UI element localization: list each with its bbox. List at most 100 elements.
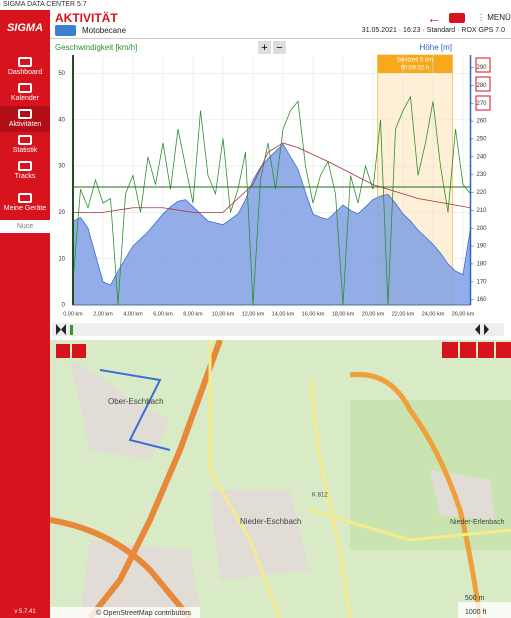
x-tick-label: 12,00 km [242, 311, 265, 317]
nav-icon [18, 161, 32, 171]
x-tick-label: 0,00 km [63, 311, 83, 317]
map-tool[interactable] [460, 342, 476, 358]
nav-item[interactable]: Meine Geräte [0, 190, 50, 216]
range-slider[interactable] [52, 323, 504, 336]
speed-line [72, 95, 471, 306]
y2-tick-label: 290 [477, 65, 488, 71]
x-tick-label: 4,00 km [123, 311, 143, 317]
map-tool[interactable] [496, 342, 511, 358]
y-tick-label: 10 [58, 256, 65, 262]
main-road [349, 371, 483, 618]
nav-item[interactable]: Tracks [0, 158, 50, 184]
nav-label: Aktivitäten [8, 121, 42, 128]
place-label: Ober-Eschbach [108, 397, 164, 406]
nav-item[interactable]: Kalender [0, 80, 50, 106]
map-zoom-out[interactable] [72, 344, 86, 358]
place-label: Nieder-Erlenbach [450, 519, 505, 526]
slider-handle[interactable] [56, 324, 66, 335]
nav-item[interactable]: Dashboard [0, 54, 50, 80]
page-title: AKTIVITÄT [55, 11, 118, 25]
bike-icon [55, 25, 76, 36]
elevation-area [72, 143, 471, 306]
divider [50, 38, 511, 39]
x-tick-label: 20,00 km [362, 311, 385, 317]
x-tick-label: 10,00 km [212, 311, 235, 317]
scale-label: 1000 ft [465, 609, 486, 616]
road-label: K 812 [312, 493, 328, 499]
nav-label: Statistik [12, 147, 38, 154]
zoom-in[interactable] [258, 41, 271, 54]
y2-tick-label: 280 [477, 83, 488, 89]
y-tick-label: 20 [58, 210, 65, 216]
scale-bar [458, 602, 511, 618]
tool-button[interactable] [475, 57, 491, 73]
attribution: © OpenStreetMap contributors [96, 609, 192, 617]
menu-label: MENÜ [487, 13, 511, 22]
tool-button[interactable] [475, 95, 491, 111]
slider-cursor[interactable] [70, 325, 73, 335]
y2-tick-label: 270 [477, 101, 488, 107]
nav-item[interactable]: Aktivitäten [0, 106, 50, 132]
x-tick-label: 24,00 km [422, 311, 445, 317]
y-tick-label: 40 [58, 117, 65, 123]
road [208, 340, 511, 618]
x-tick-label: 22,00 km [392, 311, 415, 317]
nav-label: Kalender [10, 95, 40, 102]
y2-tick-label: 210 [477, 208, 488, 214]
y-axis-label[interactable]: Geschwindigkeit [km/h] [55, 43, 137, 52]
nav-label: Tracks [14, 173, 36, 180]
slider-handle[interactable] [475, 324, 489, 335]
built-area [430, 470, 495, 520]
x-tick-label: 18,00 km [332, 311, 355, 317]
map-tool[interactable] [478, 342, 494, 358]
back-button[interactable]: ← [427, 10, 441, 26]
x-tick-label: 16,00 km [302, 311, 325, 317]
menu-button[interactable]: ⋮ MENÜ [477, 13, 511, 22]
nav-label: Meine Geräte [3, 205, 47, 212]
built-area [70, 360, 170, 460]
x-tick-label: 14,00 km [272, 311, 295, 317]
map-tool[interactable] [442, 342, 458, 358]
tool-button[interactable] [475, 76, 491, 92]
place-label: Nieder-Eschbach [240, 517, 301, 526]
nav-label: Dashboard [7, 69, 43, 76]
sidebar: SIGMA Dashboard Kalender Aktivitäten Statis… [0, 10, 50, 618]
nav-icon [18, 57, 32, 67]
y2-tick-label: 230 [477, 172, 488, 178]
y2-tick-label: 160 [477, 297, 488, 303]
y2-axis-label[interactable]: Höhe [m] [420, 43, 452, 52]
motorway [87, 340, 223, 618]
y2-tick-label: 250 [477, 137, 488, 143]
field [350, 400, 511, 550]
x-tick-label: 8,00 km [183, 311, 203, 317]
nav-icon [18, 135, 32, 145]
nav-icon [18, 193, 32, 203]
x-tick-label: 2,00 km [93, 311, 113, 317]
map: Ober-Eschbach Nieder-Eschbach K 812 Nied… [50, 340, 511, 618]
attribution-box [50, 607, 200, 618]
y-tick-label: 0 [62, 303, 66, 309]
nav-item[interactable]: Statistik [0, 132, 50, 158]
chart: Geschwindigkeit [km/h] Höhe [m] + − Best… [52, 41, 504, 336]
zoom-out[interactable] [273, 41, 286, 54]
bike-name: Motobecane [82, 26, 127, 35]
highlight-title: Bestzeit 5 km [397, 58, 433, 64]
nav-icon [18, 109, 32, 119]
map-zoom-in[interactable] [56, 344, 70, 358]
version: v 5.7.41 [14, 609, 36, 615]
highlight-time: 00:09:32 h [401, 66, 429, 72]
device-name[interactable]: Nuce [0, 220, 50, 233]
highlight-label-box [377, 55, 453, 73]
y-tick-label: 50 [58, 71, 65, 77]
scale-label: 500 m [465, 595, 485, 602]
x-tick-label: 26,00 km [452, 311, 475, 317]
y2-tick-label: 170 [477, 279, 488, 285]
motorway [50, 517, 193, 618]
y2-tick-label: 240 [477, 154, 488, 160]
y2-tick-label: 180 [477, 262, 488, 268]
nav-icon [18, 83, 32, 93]
camera-button[interactable] [449, 13, 465, 23]
x-tick-label: 6,00 km [153, 311, 173, 317]
activity-meta: 31.05.2021 · 16:23 · Standard · ROX GPS … [361, 27, 505, 34]
track [99, 369, 171, 451]
